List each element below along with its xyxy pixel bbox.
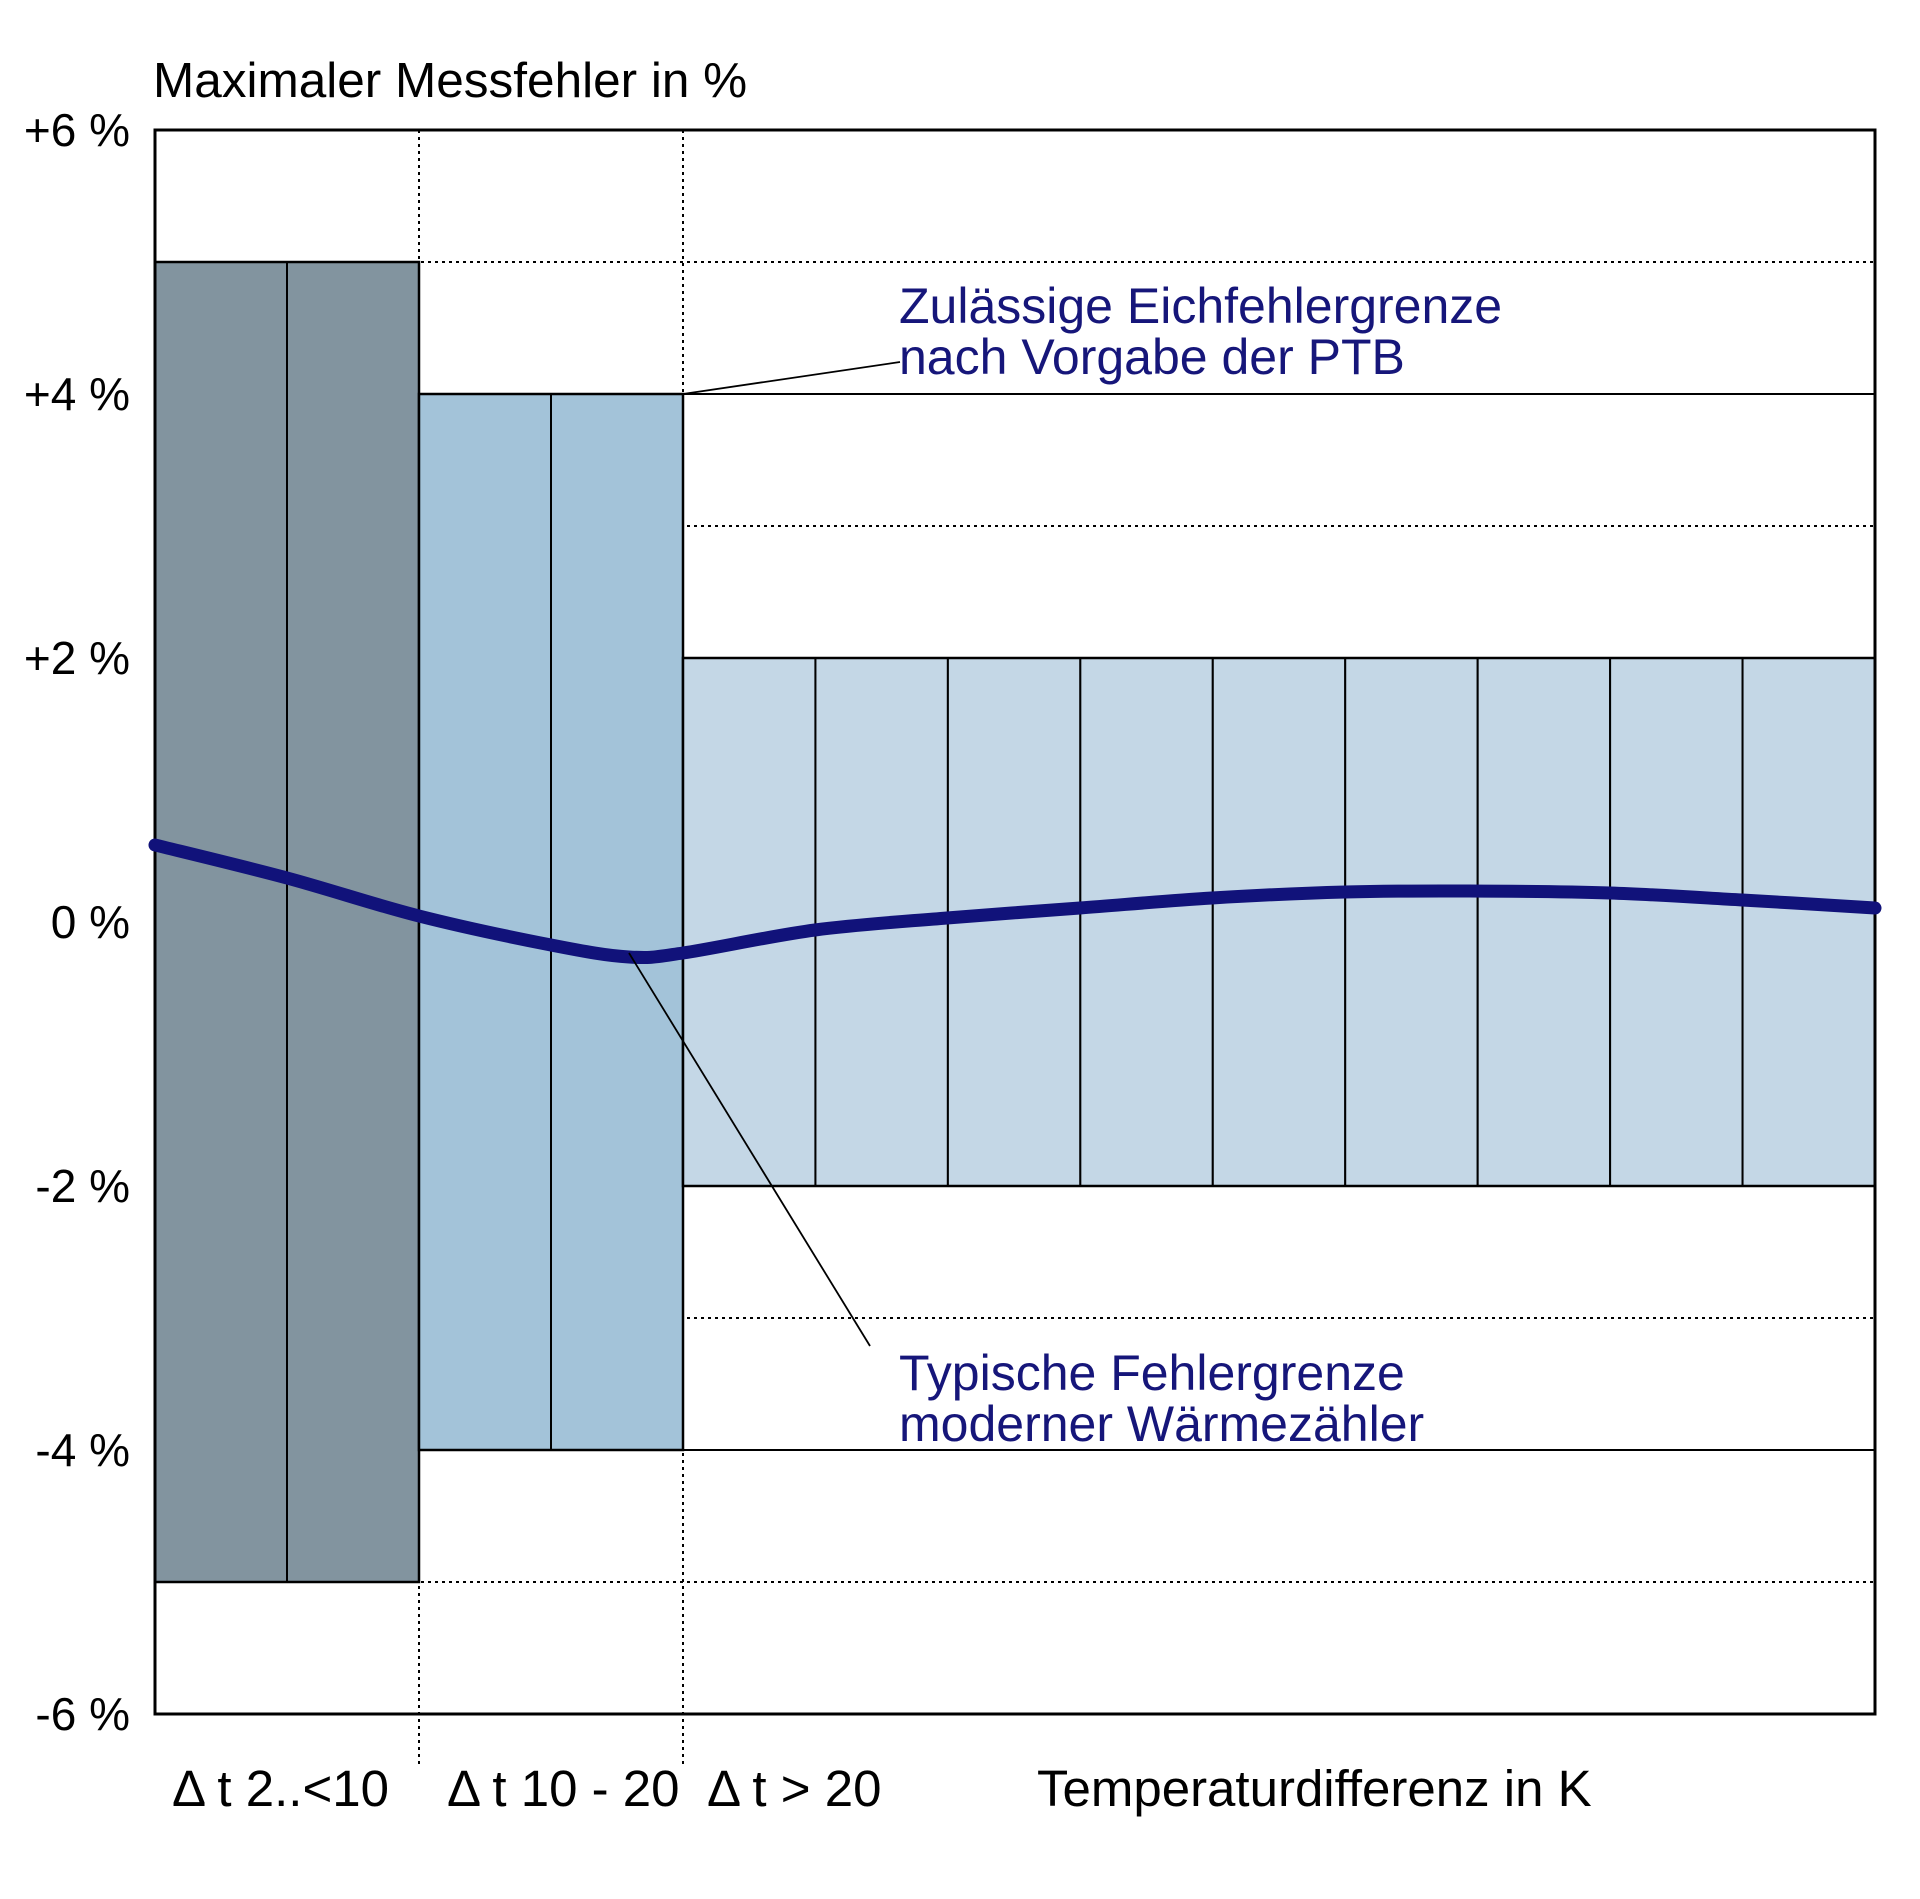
svg-text:-4 %: -4 % [35,1424,130,1476]
svg-text:Typische Fehlergrenze: Typische Fehlergrenze [899,1345,1405,1401]
svg-text:Zulässige Eichfehlergrenze: Zulässige Eichfehlergrenze [899,278,1502,334]
svg-text:+4 %: +4 % [24,368,130,420]
svg-text:nach Vorgabe der PTB: nach Vorgabe der PTB [899,329,1405,385]
svg-text:Δ t 10 - 20: Δ t 10 - 20 [447,1760,680,1817]
svg-text:+2 %: +2 % [24,632,130,684]
svg-text:-6 %: -6 % [35,1688,130,1740]
svg-text:0 %: 0 % [51,896,130,948]
svg-text:Δ t 2..<10: Δ t 2..<10 [172,1760,389,1817]
svg-text:Δ t > 20: Δ t > 20 [707,1760,881,1817]
svg-text:Maximaler Messfehler in %: Maximaler Messfehler in % [153,53,747,108]
svg-text:Temperaturdifferenz in K: Temperaturdifferenz in K [1037,1760,1592,1817]
svg-text:+6 %: +6 % [24,104,130,156]
svg-text:-2 %: -2 % [35,1160,130,1212]
svg-text:moderner Wärmezähler: moderner Wärmezähler [899,1396,1424,1452]
